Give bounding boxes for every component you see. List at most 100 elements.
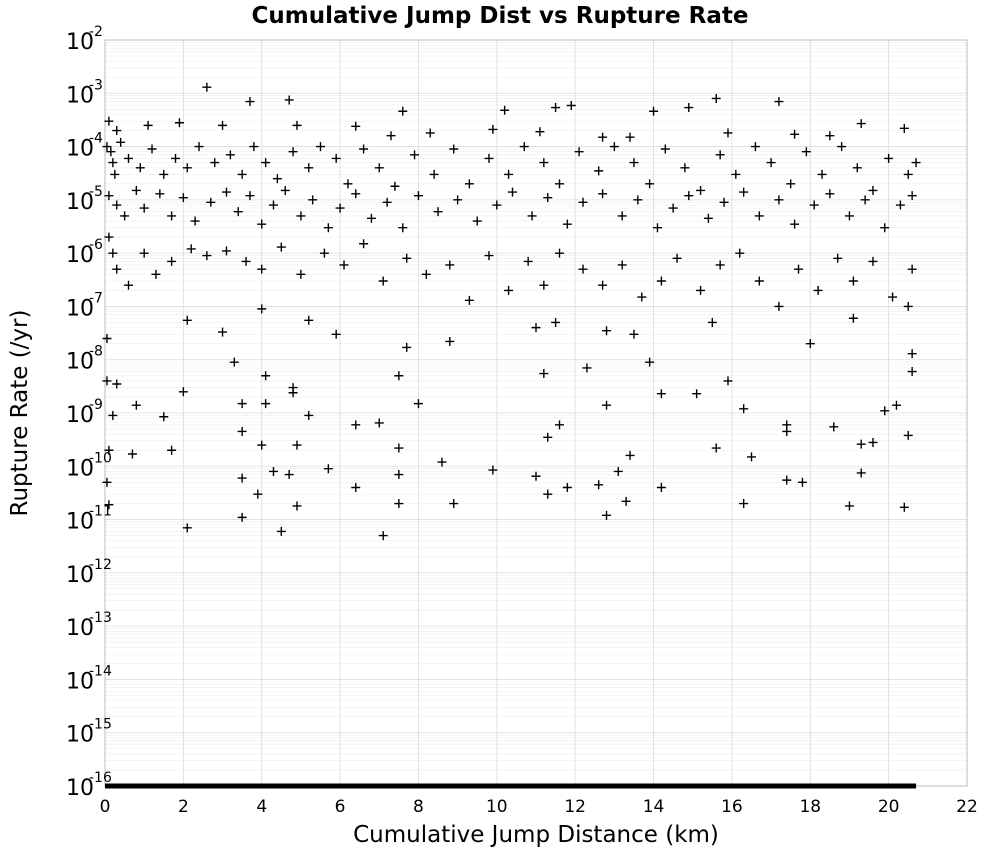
data-point	[104, 116, 114, 126]
data-point	[856, 119, 866, 129]
data-point	[319, 248, 329, 258]
y-tick-label: 10	[66, 669, 94, 694]
data-point	[237, 473, 247, 483]
data-point	[774, 195, 784, 205]
data-point	[112, 200, 122, 210]
data-point	[507, 187, 517, 197]
data-point	[594, 480, 604, 490]
data-point	[421, 269, 431, 279]
data-point	[288, 147, 298, 157]
data-point	[543, 489, 553, 499]
data-point	[429, 169, 439, 179]
data-point	[805, 339, 815, 349]
x-axis-ticks: 0 2 4 6 8 10 12 14 16 18 20 22	[100, 797, 978, 817]
data-point	[382, 197, 392, 207]
data-point	[782, 475, 792, 485]
data-point	[735, 248, 745, 258]
data-point	[629, 329, 639, 339]
data-point	[582, 363, 592, 373]
data-point	[888, 292, 898, 302]
data-point	[692, 389, 702, 399]
data-point	[102, 142, 112, 152]
data-point	[245, 191, 255, 201]
data-point	[261, 371, 271, 381]
y-tick-label: 10	[66, 350, 94, 375]
data-point	[394, 499, 404, 509]
data-point	[233, 207, 243, 217]
data-point	[472, 216, 482, 226]
data-point	[825, 131, 835, 141]
data-point	[390, 181, 400, 191]
x-tick-label: 8	[413, 797, 424, 817]
data-point	[296, 211, 306, 221]
data-point	[903, 301, 913, 311]
data-point	[602, 510, 612, 520]
data-point	[555, 248, 565, 258]
data-point	[167, 211, 177, 221]
data-point	[155, 189, 165, 199]
data-point	[402, 342, 412, 352]
data-point	[108, 410, 118, 420]
data-point	[504, 285, 514, 295]
data-point	[241, 256, 251, 266]
data-point	[884, 153, 894, 163]
data-point	[131, 185, 141, 195]
data-point	[351, 420, 361, 430]
y-tick-label: 10	[66, 776, 94, 801]
data-point	[774, 301, 784, 311]
y-tick-label: 10	[66, 563, 94, 588]
data-point	[723, 128, 733, 138]
data-point	[304, 163, 314, 173]
y-tick-exponent: -9	[89, 397, 103, 413]
data-point	[139, 248, 149, 258]
y-tick-exponent: -10	[89, 450, 112, 466]
data-point	[801, 147, 811, 157]
data-point	[519, 142, 529, 152]
data-point	[182, 163, 192, 173]
data-point	[899, 123, 909, 133]
data-point	[574, 147, 584, 157]
y-axis-label: Rupture Rate (/yr)	[7, 310, 33, 517]
data-point	[844, 211, 854, 221]
data-point	[703, 213, 713, 223]
data-point	[711, 93, 721, 103]
data-point	[221, 246, 231, 256]
grid-layer	[104, 39, 968, 787]
data-point	[531, 471, 541, 481]
data-point	[860, 195, 870, 205]
data-point	[178, 387, 188, 397]
data-point	[543, 432, 553, 442]
y-tick-exponent: -11	[89, 504, 112, 520]
data-point	[104, 500, 114, 510]
data-point	[629, 158, 639, 168]
data-point	[402, 253, 412, 263]
data-point	[747, 452, 756, 462]
data-point	[707, 317, 717, 327]
data-point	[794, 264, 804, 274]
data-point	[268, 200, 278, 210]
data-point	[386, 131, 396, 141]
data-point	[147, 144, 157, 154]
data-point	[284, 95, 294, 105]
x-tick-label: 10	[486, 797, 508, 817]
y-tick-label: 10	[66, 30, 94, 55]
data-point	[539, 369, 549, 379]
y-tick-label: 10	[66, 456, 94, 481]
data-point	[464, 179, 474, 189]
data-point	[351, 189, 361, 199]
data-point	[645, 357, 655, 367]
data-point	[731, 169, 741, 179]
data-point	[453, 195, 463, 205]
data-point	[284, 470, 294, 480]
data-point	[398, 106, 408, 116]
y-tick-label: 10	[66, 616, 94, 641]
data-point	[143, 120, 153, 130]
data-point	[813, 285, 823, 295]
data-point	[104, 445, 114, 455]
data-point	[696, 285, 706, 295]
data-point	[106, 147, 116, 157]
data-point	[449, 499, 459, 509]
data-point	[625, 132, 635, 142]
data-point	[433, 207, 443, 217]
